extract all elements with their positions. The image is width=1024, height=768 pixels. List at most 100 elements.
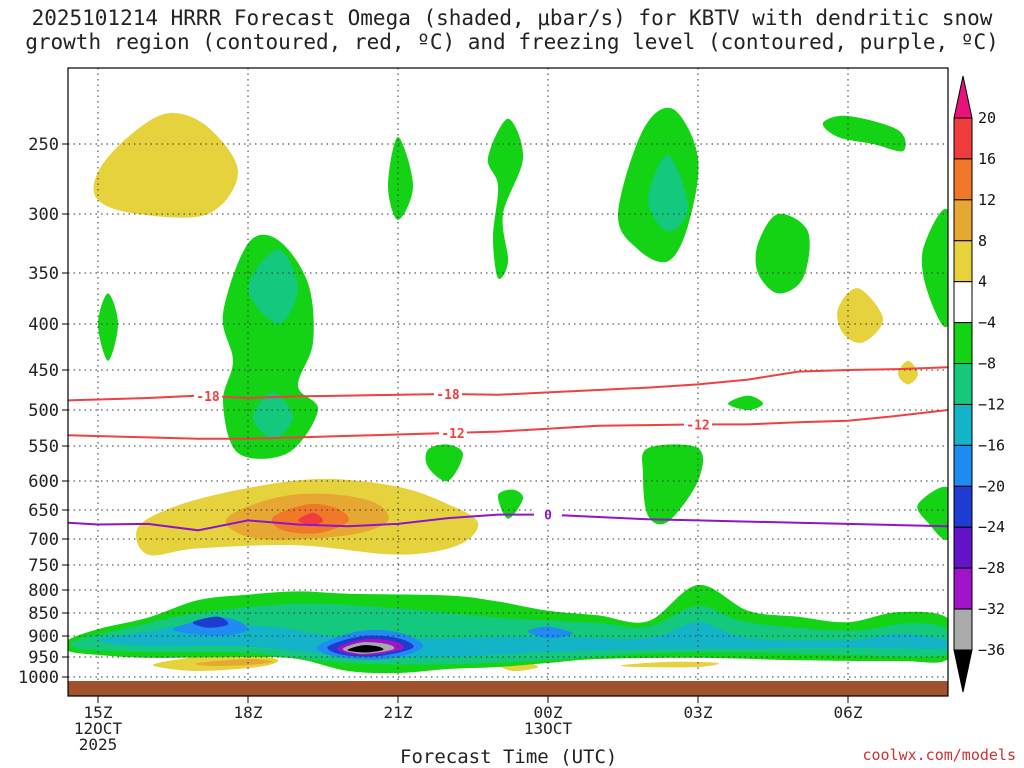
y-tick-label-450: 450 <box>28 361 59 381</box>
contour-label--12-0: -12 <box>441 427 464 442</box>
omega-region-6 <box>898 360 918 385</box>
ground-surface <box>68 681 948 696</box>
plot-area: -18 -18 -12 -12 0 <box>67 67 949 697</box>
y-tick-label-400: 400 <box>28 315 59 335</box>
colorbar-bin-10 <box>953 526 973 569</box>
omega-region-37 <box>347 645 384 653</box>
contour-label-bg--18-0 <box>194 388 222 405</box>
colorbar-top-arrow <box>953 75 973 119</box>
plot-frame <box>67 67 949 697</box>
colorbar-bin-0 <box>953 117 973 160</box>
y-tick-label-600: 600 <box>28 472 59 492</box>
contour-label-0-0: 0 <box>544 509 552 524</box>
colorbar-label--24: −24 <box>978 518 1005 536</box>
y-tick-label-350: 350 <box>28 264 59 284</box>
y-tick-label-800: 800 <box>28 581 59 601</box>
omega-region-25 <box>642 444 704 525</box>
omega-region-22 <box>728 395 763 410</box>
y-tick-label-700: 700 <box>28 530 59 550</box>
colorbar-label--28: −28 <box>978 559 1005 577</box>
omega-region-23 <box>425 444 463 482</box>
contour-label-bg--12-0 <box>439 424 467 441</box>
colorbar-label-20: 20 <box>978 109 996 127</box>
omega-region-14 <box>253 392 293 439</box>
omega-region-0 <box>93 112 238 218</box>
omega-region-4 <box>298 512 323 526</box>
contour-label--18-1: -18 <box>436 388 460 403</box>
omega-region-18 <box>648 155 688 232</box>
omega-region-16 <box>487 118 524 279</box>
colorbar-label--4: −4 <box>978 314 996 332</box>
contour-label-bg--12-1 <box>684 416 712 433</box>
omega-region-31 <box>528 626 573 639</box>
y-tick-label-650: 650 <box>28 501 59 521</box>
y-tick-label-250: 250 <box>28 135 59 155</box>
colorbar-bin-12 <box>953 608 973 651</box>
contour-line-0 <box>67 513 949 532</box>
omega-region-10 <box>621 661 719 668</box>
x-tick-label-18-0: 18Z <box>234 703 263 722</box>
omega-region-15 <box>388 137 413 220</box>
contour-label--12-1: -12 <box>686 418 709 433</box>
omega-region-20 <box>822 115 906 152</box>
omega-region-24 <box>497 489 524 519</box>
colorbar-bin-5 <box>953 322 973 365</box>
colorbar-bin-9 <box>953 485 973 528</box>
y-tick-label-300: 300 <box>28 205 59 225</box>
colorbar-label--36: −36 <box>978 641 1005 659</box>
colorbar-label--8: −8 <box>978 355 996 373</box>
colorbar-label-8: 8 <box>978 232 987 250</box>
colorbar-bin-8 <box>953 444 973 487</box>
colorbar-bin-3 <box>953 240 973 283</box>
contour-label-bg--18-1 <box>434 386 462 402</box>
y-tick-label-850: 850 <box>28 604 59 624</box>
y-tick-label-500: 500 <box>28 401 59 421</box>
colorbar-label-12: 12 <box>978 191 996 209</box>
x-tick-label-24-1: 13OCT <box>524 719 573 738</box>
colorbar-bin-2 <box>953 199 973 242</box>
omega-shading <box>68 107 948 674</box>
colorbar-label--20: −20 <box>978 477 1005 495</box>
omega-region-13 <box>248 249 298 324</box>
colorbar: 20 16 12 8 4 −4 −8 −12 −16 −20 −24 −28 −32 −36 <box>953 75 1005 693</box>
x-tick-label-30-0: 06Z <box>834 703 863 722</box>
y-tick-label-900: 900 <box>28 627 59 647</box>
y-tick-label-750: 750 <box>28 556 59 576</box>
gridlines <box>68 68 948 681</box>
contour-label--18-0: -18 <box>196 390 220 405</box>
y-tick-label-1000: 1000 <box>18 668 59 688</box>
omega-region-33 <box>192 616 229 628</box>
colorbar-bin-7 <box>953 403 973 446</box>
colorbar-bottom-arrow <box>953 649 973 693</box>
colorbar-bin-1 <box>953 158 973 201</box>
omega-region-8 <box>195 658 273 666</box>
omega-region-11 <box>98 293 118 361</box>
y-tick-label-950: 950 <box>28 648 59 668</box>
colorbar-label--32: −32 <box>978 600 1005 618</box>
x-tick-label-24-0: 00Z <box>534 703 563 722</box>
omega-region-5 <box>837 288 884 343</box>
x-tick-label-27-0: 03Z <box>684 703 713 722</box>
x-tick-label-15-2: 2025 <box>79 735 118 754</box>
colorbar-label-4: 4 <box>978 273 987 291</box>
y-tick-label-550: 550 <box>28 437 59 457</box>
colorbar-label-16: 16 <box>978 150 996 168</box>
omega-region-21 <box>921 208 948 328</box>
x-tick-label-15-0: 15Z <box>84 703 113 722</box>
x-tick-label-21-0: 21Z <box>384 703 413 722</box>
contour-line--18 <box>67 366 949 402</box>
x-tick-label-15-1: 12OCT <box>74 719 123 738</box>
temperature-contours: -18 -18 -12 -12 0 <box>67 366 949 532</box>
colorbar-bin-4 <box>953 281 973 324</box>
chart-title: 2025101214 HRRR Forecast Omega (shaded, … <box>25 6 999 54</box>
colorbar-bin-6 <box>953 363 973 405</box>
contour-line--12 <box>67 409 949 440</box>
omega-region-19 <box>755 213 810 294</box>
colorbar-label--16: −16 <box>978 436 1005 454</box>
watermark[interactable]: coolwx.com/models <box>862 746 1016 764</box>
omega-region-29 <box>98 622 948 658</box>
contour-label-bg-0-0 <box>534 506 562 523</box>
y-axis: 250 300 350 400 450 500 550 600 650 700 750 800 850 9… <box>18 135 68 688</box>
colorbar-label--12: −12 <box>978 395 1005 413</box>
